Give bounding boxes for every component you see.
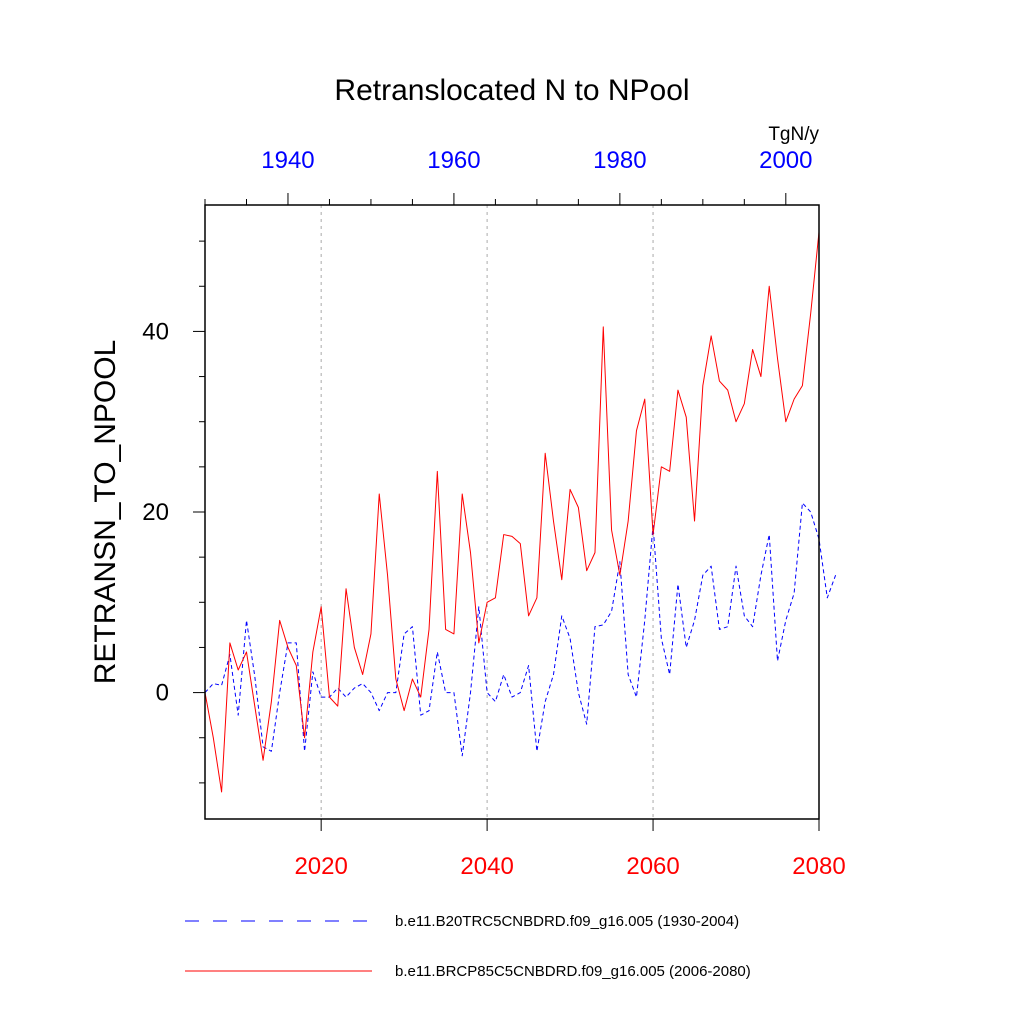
top-x-tick-label: 1960 — [427, 147, 480, 174]
plot-frame — [204, 204, 820, 820]
y-tick-label: 40 — [142, 318, 169, 345]
bottom-x-tick-label: 2040 — [460, 853, 513, 880]
bottom-x-tick-label: 2020 — [294, 853, 347, 880]
y-tick-label: 20 — [142, 499, 169, 526]
chart-title: Retranslocated N to NPool — [334, 74, 689, 107]
bottom-x-tick-label: 2060 — [626, 853, 679, 880]
legend-label-historical: b.e11.B20TRC5CNBDRD.f09_g16.005 (1930-20… — [395, 913, 739, 930]
y-tick-label: 0 — [156, 680, 169, 707]
top-x-tick-labels: 1940 1960 1980 2000 — [261, 147, 812, 174]
legend-label-rcp85: b.e11.BRCP85C5CNBDRD.f09_g16.005 (2006-2… — [395, 963, 751, 980]
top-x-tick-label: 1940 — [261, 147, 314, 174]
top-x-tick-label: 1980 — [593, 147, 646, 174]
axis-ticks — [193, 193, 820, 831]
legend: b.e11.B20TRC5CNBDRD.f09_g16.005 (1930-20… — [185, 913, 751, 980]
series-lines — [204, 232, 837, 793]
grid-lines — [320, 205, 654, 819]
top-x-tick-label: 2000 — [759, 147, 812, 174]
series-line-rcp85 — [204, 232, 820, 793]
y-tick-labels: 0 20 40 — [142, 318, 169, 706]
series-line-historical — [204, 502, 837, 757]
units-label: TgN/y — [768, 124, 819, 145]
y-axis-label: RETRANSN_TO_NPOOL — [89, 340, 122, 685]
bottom-x-tick-label: 2080 — [792, 853, 845, 880]
bottom-x-tick-labels: 2020 2040 2060 2080 — [294, 853, 845, 880]
